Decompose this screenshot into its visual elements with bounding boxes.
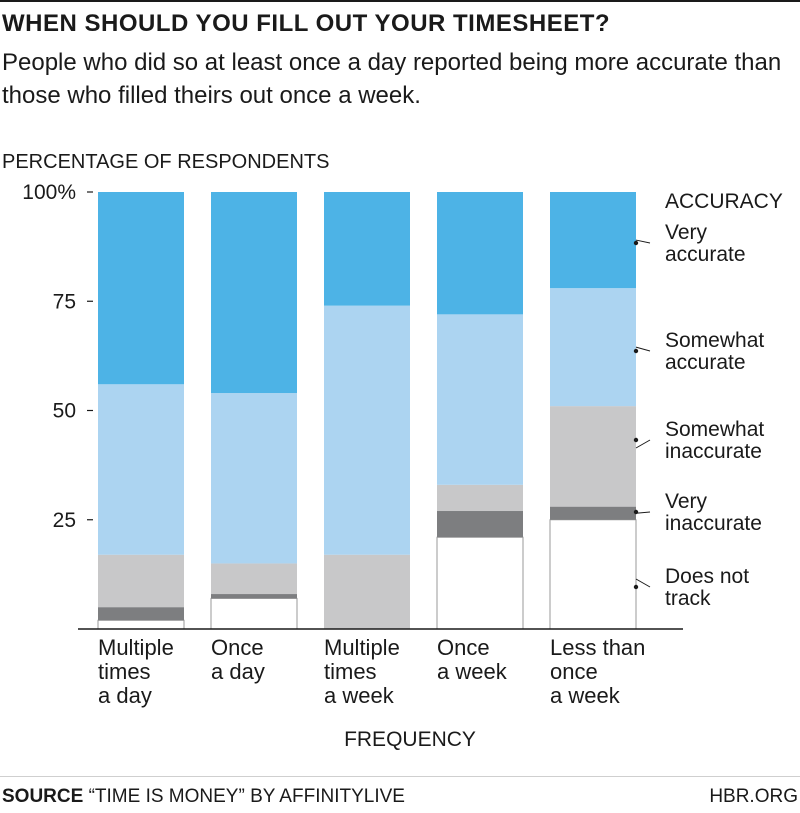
bar-segment <box>98 384 184 555</box>
bar-segment <box>211 192 297 394</box>
x-tick-label: Multiple <box>98 635 174 660</box>
x-tick-label: times <box>98 659 151 684</box>
x-tick-label: times <box>324 659 377 684</box>
legend-dot <box>633 437 639 443</box>
bar-segment <box>211 563 297 595</box>
legend-label: inaccurate <box>665 440 762 463</box>
legend-leader-line <box>635 439 651 449</box>
bar-segment <box>324 554 410 629</box>
x-axis-label: FREQUENCY <box>344 728 476 751</box>
chart-title: WHEN SHOULD YOU FILL OUT YOUR TIMESHEET? <box>2 10 611 37</box>
y-tick-label: 75 <box>53 290 76 313</box>
legend-leader-line <box>635 346 651 352</box>
bar-segment <box>437 314 523 485</box>
bar-segment <box>550 506 636 520</box>
bar-segment <box>550 406 636 507</box>
legend-leader-line <box>635 511 651 514</box>
bar-segment <box>437 511 523 538</box>
legend-label: Somewhat <box>665 418 764 441</box>
legend-label: track <box>665 587 711 610</box>
y-tick-label: 100% <box>22 181 76 204</box>
legend-title: ACCURACY <box>665 190 783 213</box>
bar-segment <box>97 619 185 630</box>
x-tick-label: Once <box>211 635 264 660</box>
x-tick-label: a day <box>211 659 265 684</box>
legend-dot <box>633 240 639 246</box>
legend-dot <box>633 348 639 354</box>
legend-label: Does not <box>665 565 749 588</box>
legend-label: Very <box>665 221 708 244</box>
x-tick-label: a day <box>98 683 152 708</box>
legend-label: inaccurate <box>665 512 762 535</box>
bar-segment <box>436 536 524 630</box>
x-tick-label: a week <box>324 683 395 708</box>
source-credit: SOURCE “TIME IS MONEY” BY AFFINITYLIVE <box>2 786 405 808</box>
y-tick-label: 50 <box>53 400 76 423</box>
bar-segment <box>437 484 523 512</box>
bar-segment <box>98 607 184 621</box>
site-credit: HBR.ORG <box>709 786 798 807</box>
legend-label: Very <box>665 490 708 513</box>
bar-segment <box>210 597 298 630</box>
chart-subtitle: People who did so at least once a day re… <box>2 49 782 109</box>
legend-label: accurate <box>665 243 746 266</box>
x-tick-label: Less than <box>550 635 645 660</box>
y-tick-label: 25 <box>53 509 76 532</box>
bar-segment <box>211 393 297 564</box>
x-tick-label: a week <box>437 659 508 684</box>
bar-segment <box>324 192 410 306</box>
stacked-bar-chart: PERCENTAGE OF RESPONDENTS 25 50 75 100% Multi… <box>2 151 783 751</box>
footer-rule <box>0 776 800 777</box>
bar-segment <box>550 192 636 289</box>
bar-segment <box>98 192 184 385</box>
legend-leader-line <box>635 239 651 244</box>
bar-segment <box>98 554 184 608</box>
legend-leader-line <box>635 578 651 588</box>
bar-segment <box>211 594 297 599</box>
bar-segment <box>324 305 410 555</box>
legend-dot <box>633 584 639 590</box>
y-axis-label: PERCENTAGE OF RESPONDENTS <box>2 151 329 173</box>
legend-label: accurate <box>665 351 746 374</box>
x-tick-label: a week <box>550 683 621 708</box>
bar-segment <box>437 192 523 315</box>
top-rule <box>0 0 800 2</box>
x-tick-label: once <box>550 659 598 684</box>
bar-segment <box>549 519 637 630</box>
source-text: “TIME IS MONEY” BY AFFINITYLIVE <box>88 786 405 807</box>
legend-dot <box>633 509 639 515</box>
x-tick-label: Multiple <box>324 635 400 660</box>
source-label: SOURCE <box>2 786 84 807</box>
legend-label: Somewhat <box>665 329 764 352</box>
bar-segment <box>550 288 636 407</box>
x-tick-label: Once <box>437 635 490 660</box>
